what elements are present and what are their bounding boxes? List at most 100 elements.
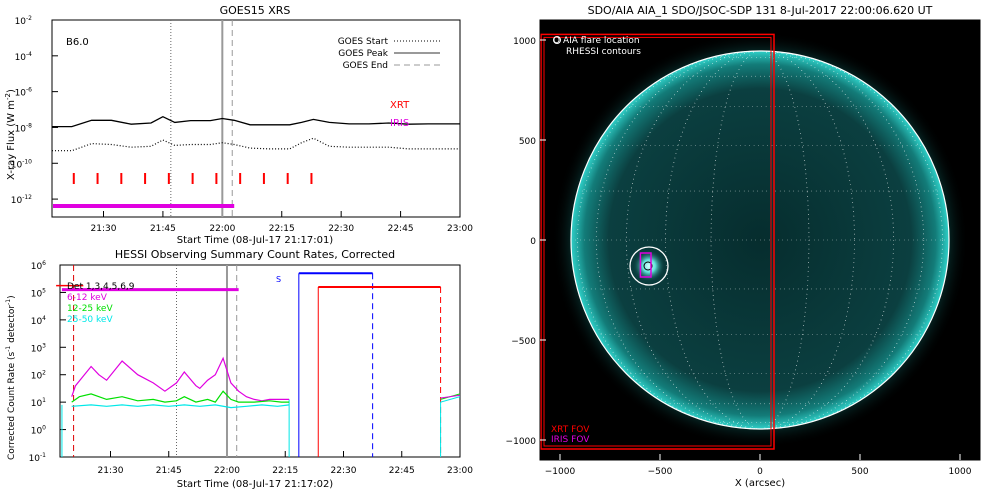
legend-goes-peak: GOES Peak — [338, 49, 388, 59]
hessi-x-tick-label: 21:45 — [156, 466, 182, 476]
aia-panel: SDO/AIA AIA_1 SDO/JSOC-SDP 131 8-Jul-201… — [506, 4, 981, 489]
goes-x-tick-label: 22:15 — [269, 224, 295, 234]
aia-x-tick-labels: −1000 −500 0 500 1000 — [545, 454, 972, 477]
legend-goes-end: GOES End — [343, 61, 388, 71]
goes-y-tick-label: 10-4 — [15, 51, 33, 63]
hessi-tail-25-50kev — [440, 396, 461, 457]
goes-xlabel: Start Time (08-Jul-17 21:17:01) — [177, 235, 334, 246]
legend-aia-flare-location: O AIA flare location — [553, 36, 640, 46]
hessi-legend: Det 1,3,4,5,6,9 6-12 keV 12-25 keV 25-50… — [67, 282, 135, 325]
aia-y-tick-label: −1000 — [506, 437, 537, 447]
hessi-axes-frame — [59, 264, 461, 458]
hessi-ylabel: Corrected Count Rate (s-1 detector-1) — [5, 295, 17, 460]
hessi-y-tick-label: 103 — [31, 342, 46, 354]
goes-x-tick-label: 22:00 — [209, 224, 235, 234]
hessi-series-6-12-keV — [71, 356, 290, 402]
goes-axes-frame — [51, 19, 461, 218]
legend-iris-fov: IRIS FOV — [551, 435, 590, 445]
xrt-fov-box-inner — [543, 36, 772, 447]
solar-limb — [570, 50, 950, 430]
heliographic-grid — [571, 50, 949, 430]
hessi-x-tick-label: 23:00 — [447, 466, 473, 476]
goes-y-tick-label: 10-8 — [15, 122, 33, 134]
goes-ylabel: X-ray Flux (W m-2) — [4, 89, 17, 180]
hessi-y-tick-label: 10-1 — [29, 452, 47, 464]
longitude-line — [710, 50, 810, 430]
hessi-y-tick-label: 101 — [31, 397, 46, 409]
hessi-plot-area — [56, 264, 461, 458]
aia-x-tick-label: −1000 — [545, 467, 576, 477]
aia-x-tick-label: 500 — [851, 467, 868, 477]
hessi-series-25-50-keV — [71, 404, 290, 409]
aia-x-tick-label: 1000 — [949, 467, 972, 477]
hessi-xlabel: Start Time (08-Jul-17 21:17:02) — [177, 479, 334, 490]
goes-long-channel-curve — [52, 115, 460, 128]
hessi-title: HESSI Observing Summary Count Rates, Cor… — [115, 248, 395, 261]
goes-y-tick-label: 10-2 — [15, 15, 33, 27]
hessi-y-tick-labels: 106 105 104 103 102 101 100 10-1 — [29, 260, 47, 464]
hessi-y-tick-label: 102 — [31, 370, 46, 382]
longitude-line — [625, 50, 895, 430]
goes-x-tick-label: 21:30 — [91, 224, 117, 234]
goes-panel: GOES15 XRS 10-2 10-4 10-6 10-8 10-10 10-12 21… — [4, 4, 473, 246]
longitude-line — [595, 50, 925, 430]
goes-plot-area — [52, 19, 461, 217]
legend-25-50kev: 25-50 keV — [67, 315, 113, 325]
goes-x-tick-label: 22:45 — [388, 224, 414, 234]
legend-flare-marker — [553, 36, 561, 44]
legend-detectors: Det 1,3,4,5,6,9 — [67, 282, 135, 292]
legend-6-12kev: 6-12 keV — [67, 293, 108, 303]
goes-short-channel-curve — [52, 137, 460, 152]
aia-y-tick-label: 0 — [530, 237, 536, 247]
longitude-line — [577, 50, 943, 430]
rhessi-contour — [643, 261, 653, 271]
legend-rhessi-contours: RHESSI contours — [566, 47, 641, 57]
goes-y-tick-label: 10-10 — [11, 158, 32, 170]
aia-xlabel: X (arcsec) — [735, 478, 785, 489]
hessi-x-tick-label: 22:30 — [331, 466, 357, 476]
goes-x-tick-label: 21:45 — [150, 224, 176, 234]
aia-x-tick-label: 0 — [757, 467, 763, 477]
aia-x-tick-label: −500 — [648, 467, 673, 477]
goes-y-tick-labels: 10-2 10-4 10-6 10-8 10-10 10-12 — [11, 15, 32, 206]
hessi-panel: HESSI Observing Summary Count Rates, Cor… — [5, 248, 473, 490]
aia-legend-top: O AIA flare location RHESSI contours — [553, 36, 641, 57]
aia-flare-location-circle — [629, 246, 669, 286]
aia-legend-bottom: XRT FOV IRIS FOV — [551, 425, 590, 445]
aia-y-tick-label: −500 — [511, 337, 536, 347]
hessi-x-tick-labels: 21:30 21:45 22:00 22:15 22:30 22:45 23:00 — [98, 466, 474, 476]
legend-goes-start: GOES Start — [338, 37, 389, 47]
legend-xrt-fov: XRT FOV — [551, 425, 590, 435]
goes-x-tick-label: 22:30 — [328, 224, 354, 234]
aia-y-tick-labels: 1000 500 0 −500 −1000 — [506, 37, 546, 447]
hessi-y-tick-label: 100 — [31, 425, 46, 437]
saa-label: S — [276, 275, 281, 284]
hessi-x-tick-label: 22:15 — [272, 466, 298, 476]
goes-level-label: B6.0 — [66, 37, 89, 48]
legend-12-25kev: 12-25 keV — [67, 304, 113, 314]
iris-fov-box — [639, 252, 652, 278]
aia-y-tick-label: 1000 — [513, 37, 536, 47]
hessi-y-tick-label: 106 — [31, 260, 46, 272]
aia-image — [540, 32, 968, 450]
goes-legend: GOES Start GOES Peak GOES End — [338, 37, 440, 71]
hessi-x-tick-label: 21:30 — [98, 466, 124, 476]
xrt-fov-box — [540, 33, 775, 450]
hessi-y-tick-label: 104 — [31, 315, 46, 327]
aia-title: SDO/AIA AIA_1 SDO/JSOC-SDP 131 8-Jul-201… — [588, 4, 933, 17]
goes-x-tick-label: 23:00 — [447, 224, 473, 234]
goes-x-tick-labels: 21:30 21:45 22:00 22:15 22:30 22:45 23:00 — [91, 224, 474, 234]
hessi-x-tick-label: 22:45 — [389, 466, 415, 476]
xrt-label: XRT — [390, 100, 410, 111]
hessi-series-12-25-keV — [71, 390, 290, 403]
goes-title: GOES15 XRS — [220, 4, 291, 17]
longitude-line — [665, 50, 855, 430]
hessi-y-tick-label: 105 — [31, 287, 46, 299]
goes-y-tick-label: 10-12 — [11, 194, 32, 206]
goes-y-tick-label: 10-6 — [15, 87, 33, 99]
iris-label: IRIS — [390, 118, 409, 129]
aia-y-tick-label: 500 — [519, 137, 536, 147]
hessi-tail-6-12kev — [440, 394, 461, 399]
hessi-x-tick-label: 22:00 — [214, 466, 240, 476]
